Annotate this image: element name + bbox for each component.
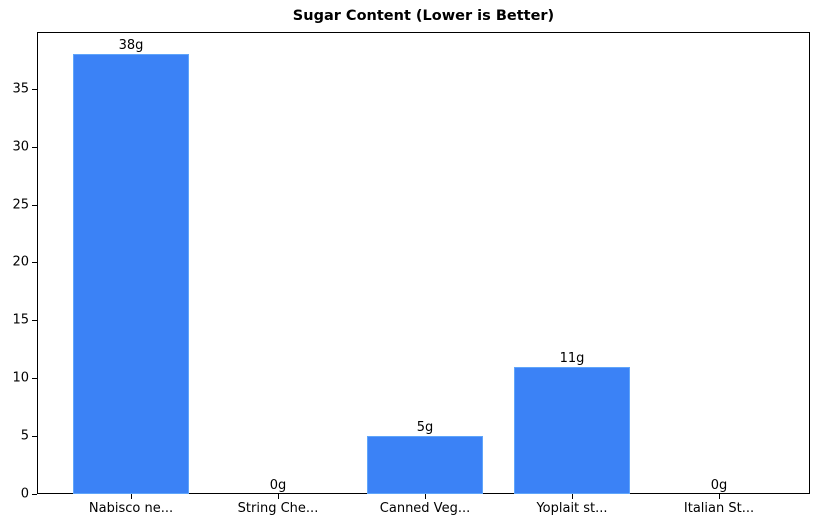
x-tick	[278, 494, 279, 499]
bar-value-label: 38g	[118, 38, 144, 53]
x-tick-label: Canned Veg...	[379, 501, 471, 516]
y-tick-label: 0	[20, 486, 29, 502]
y-tick	[32, 436, 37, 438]
x-tick-label: Yoplait st...	[536, 501, 608, 516]
y-tick-label: 15	[12, 312, 29, 328]
y-tick-label: 35	[12, 81, 29, 97]
bar	[514, 366, 630, 494]
x-tick-label: Italian St...	[683, 501, 755, 516]
bar-value-label: 5g	[416, 420, 434, 436]
y-tick-label: 30	[12, 139, 29, 155]
bar	[367, 436, 483, 494]
x-tick	[425, 494, 426, 499]
y-tick	[32, 146, 37, 148]
bar-value-label: 0g	[269, 478, 287, 493]
x-tick	[719, 494, 720, 499]
bar-value-label: 0g	[710, 478, 728, 493]
bar	[73, 54, 189, 494]
y-tick-label: 10	[12, 370, 29, 386]
x-tick	[131, 494, 132, 499]
y-tick	[32, 494, 37, 495]
x-tick-label: Nabisco ne...	[88, 501, 174, 516]
y-tick	[32, 320, 37, 322]
y-tick	[32, 88, 37, 90]
y-tick	[32, 262, 37, 264]
x-tick-label: String Che...	[237, 501, 319, 516]
y-tick-label: 25	[12, 197, 29, 213]
bar-value-label: 11g	[559, 350, 585, 366]
y-tick	[32, 378, 37, 380]
y-tick-label: 20	[12, 254, 29, 270]
x-tick	[572, 494, 573, 499]
chart-title: Sugar Content (Lower is Better)	[292, 8, 555, 24]
y-tick	[32, 204, 37, 206]
y-tick-label: 5	[20, 428, 29, 444]
